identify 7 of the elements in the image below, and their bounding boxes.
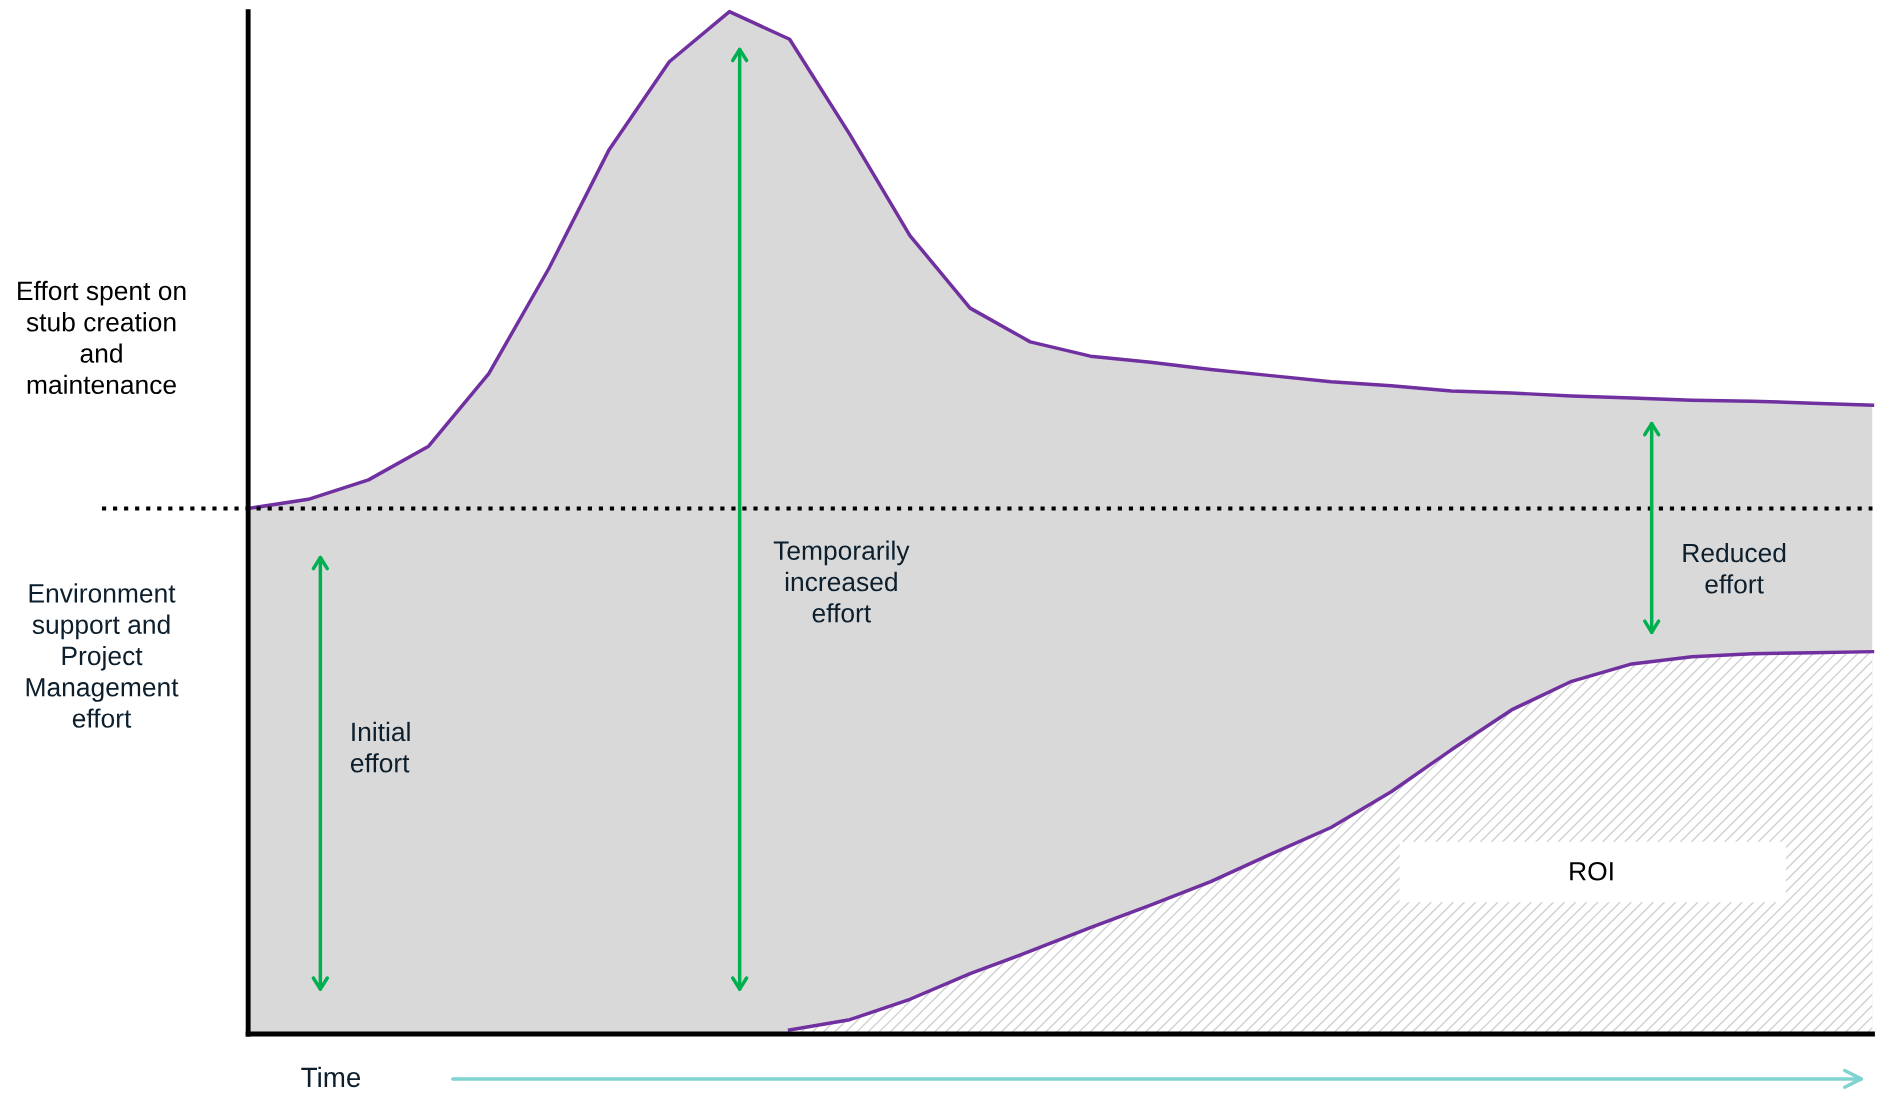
text: Environment support and Project Management effort (26, 583, 179, 728)
x-axis-title: Time (301, 1066, 361, 1088)
annotation: Temporarily increased effort (773, 540, 910, 623)
y-axis-title: Effort spent on stub creation and maintenance (18, 280, 186, 395)
annotation: Initial effort (350, 721, 410, 773)
annotation: ROI (1570, 861, 1613, 881)
annotation: Reduced effort (1683, 542, 1786, 594)
